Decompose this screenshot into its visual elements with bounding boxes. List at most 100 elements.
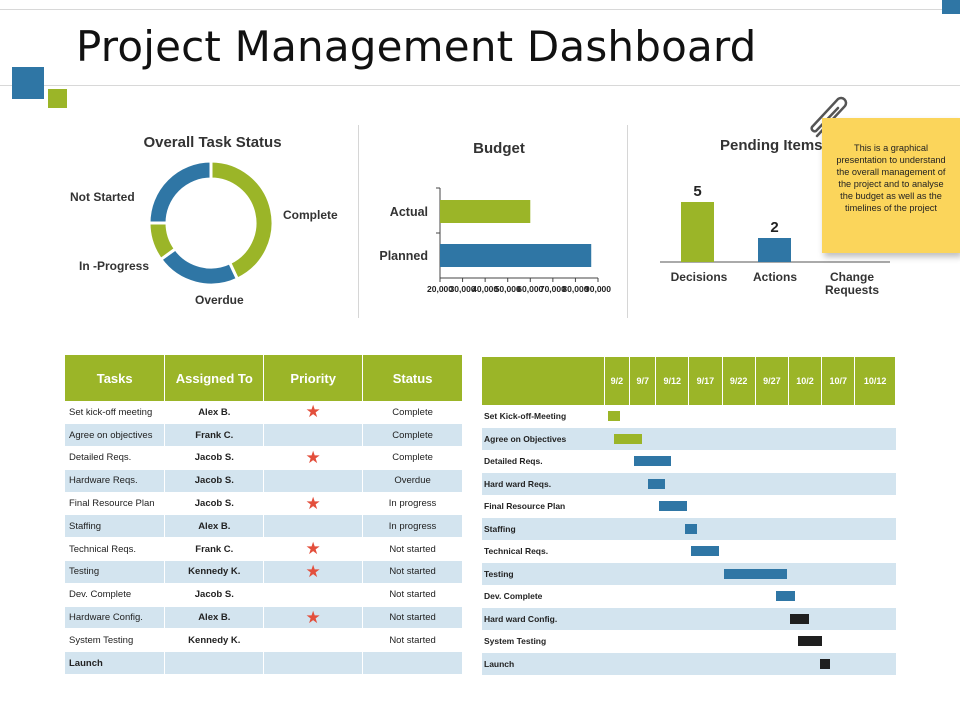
gantt-bar (775, 591, 796, 602)
pending-bar (681, 202, 714, 262)
donut-segment (209, 159, 275, 282)
divider-1 (358, 125, 359, 318)
task-name: System Testing (65, 628, 166, 653)
pending-title: Pending Items (720, 137, 823, 154)
gantt-bar (789, 613, 810, 624)
budget-tick-label: 20,000 (427, 284, 453, 294)
task-status: Complete (362, 401, 463, 425)
budget-bar (440, 200, 531, 223)
task-assignee: Alex B. (164, 514, 265, 539)
budget-bar-label: Actual (390, 205, 428, 219)
gantt-row: Hard ward Config. (482, 607, 896, 630)
gantt-row: Agree on Objectives (482, 427, 896, 450)
priority-star-icon: ★ (305, 607, 321, 627)
gantt-row: Final Resource Plan (482, 495, 896, 518)
pending-bar-label: 2 (770, 219, 778, 236)
gantt-task-name: Dev. Complete (484, 591, 543, 602)
priority-star-icon: ★ (305, 493, 321, 513)
gantt-bar (608, 411, 620, 422)
task-priority (263, 628, 364, 653)
budget-tick-label: 30,000 (450, 284, 476, 294)
task-name: Detailed Reqs. (65, 446, 166, 470)
task-assignee: Alex B. (164, 606, 265, 630)
task-row: System Testing Kennedy K. Not started (65, 628, 463, 653)
gantt-date-header: 9/12 (655, 357, 690, 405)
task-row: Hardware Reqs. Jacob S. Overdue (65, 469, 463, 493)
task-assignee: Frank C. (164, 537, 265, 562)
budget-bar (440, 244, 592, 267)
task-priority: ★ (263, 537, 364, 562)
gantt-task-name: Technical Reqs. (484, 546, 549, 557)
pending-bar-label: 5 (693, 183, 701, 200)
task-name: Hardware Reqs. (65, 469, 166, 493)
task-status-title: Overall Task Status (143, 134, 282, 151)
task-status: In progress (362, 492, 463, 516)
task-name: Launch (65, 651, 166, 676)
task-priority (263, 514, 364, 539)
title-rule (0, 85, 960, 86)
task-status: Complete (362, 423, 463, 448)
task-row: Final Resource Plan Jacob S. ★ In progress (65, 492, 463, 516)
pending-cat-change: Change (829, 270, 874, 284)
gantt-table: 9/2 9/7 9/12 9/17 9/22 9/27 10/2 10/7 10/12 Set … (482, 357, 896, 675)
gantt-row: System Testing (482, 630, 896, 653)
budget-chart: Actual Planned 20,00030,00040,00050,00060,… (379, 187, 611, 294)
gantt-row: Hard ward Reqs. (482, 472, 896, 495)
divider-2 (627, 125, 628, 318)
gantt-task-name: Agree on Objectives (482, 427, 896, 450)
task-status (362, 651, 463, 676)
gantt-bar (633, 456, 672, 467)
gantt-task-name: Detailed Reqs. (484, 456, 543, 467)
gantt-date-header: 9/22 (722, 357, 756, 405)
task-name: Agree on objectives (65, 423, 166, 448)
gantt-bar (797, 636, 823, 647)
budget-tick-label: 50,000 (495, 284, 521, 294)
gantt-task-name: Final Resource Plan (484, 501, 566, 512)
gantt-task-name: Set Kick-off-Meeting (484, 411, 567, 422)
gantt-row: Testing (482, 562, 896, 585)
gantt-date-header: 9/17 (688, 357, 723, 405)
task-assignee: Frank C. (164, 423, 265, 448)
gantt-bar (614, 433, 642, 444)
budget-bar-label: Planned (379, 249, 428, 263)
gantt-bar (724, 568, 788, 579)
budget-tick-label: 90,000 (585, 284, 611, 294)
task-status: Not started (362, 537, 463, 562)
task-name: Final Resource Plan (65, 492, 166, 516)
task-name: Staffing (65, 514, 166, 539)
deco-square-blue (12, 67, 44, 99)
task-row: Testing Kennedy K. ★ Not started (65, 560, 463, 584)
task-priority: ★ (263, 492, 364, 516)
priority-star-icon: ★ (305, 402, 321, 422)
task-priority (263, 423, 364, 448)
gantt-bar (659, 501, 687, 512)
task-name: Set kick-off meeting (65, 401, 166, 425)
task-row: Launch (65, 651, 463, 676)
priority-star-icon: ★ (305, 539, 321, 559)
task-status: Not started (362, 583, 463, 607)
task-status: Not started (362, 560, 463, 584)
pending-chart: 52 (660, 183, 890, 263)
deco-square-green (48, 89, 67, 108)
tasks-table: Tasks Assigned To Priority Status Set ki… (65, 355, 463, 676)
task-row: Set kick-off meeting Alex B. ★ Complete (65, 401, 463, 425)
task-status: Not started (362, 606, 463, 630)
budget-tick-label: 60,000 (517, 284, 543, 294)
gantt-bar (819, 658, 830, 669)
task-priority (263, 583, 364, 607)
task-assignee: Kennedy K. (164, 560, 265, 584)
gantt-task-name: Launch (482, 652, 896, 675)
gantt-bar (648, 478, 665, 489)
label-complete: Complete (283, 208, 338, 222)
gantt-row: Detailed Reqs. (482, 450, 896, 473)
task-name: Hardware Config. (65, 606, 166, 630)
gantt-row: Launch (482, 652, 896, 675)
gantt-row: Dev. Complete (482, 585, 896, 608)
header-priority: Priority (263, 355, 364, 401)
budget-tick-label: 80,000 (562, 284, 588, 294)
gantt-header-blank (482, 357, 605, 405)
task-assignee (164, 651, 265, 676)
budget-tick-label: 70,000 (540, 284, 566, 294)
task-row: Hardware Config. Alex B. ★ Not started (65, 606, 463, 630)
task-priority (263, 469, 364, 493)
